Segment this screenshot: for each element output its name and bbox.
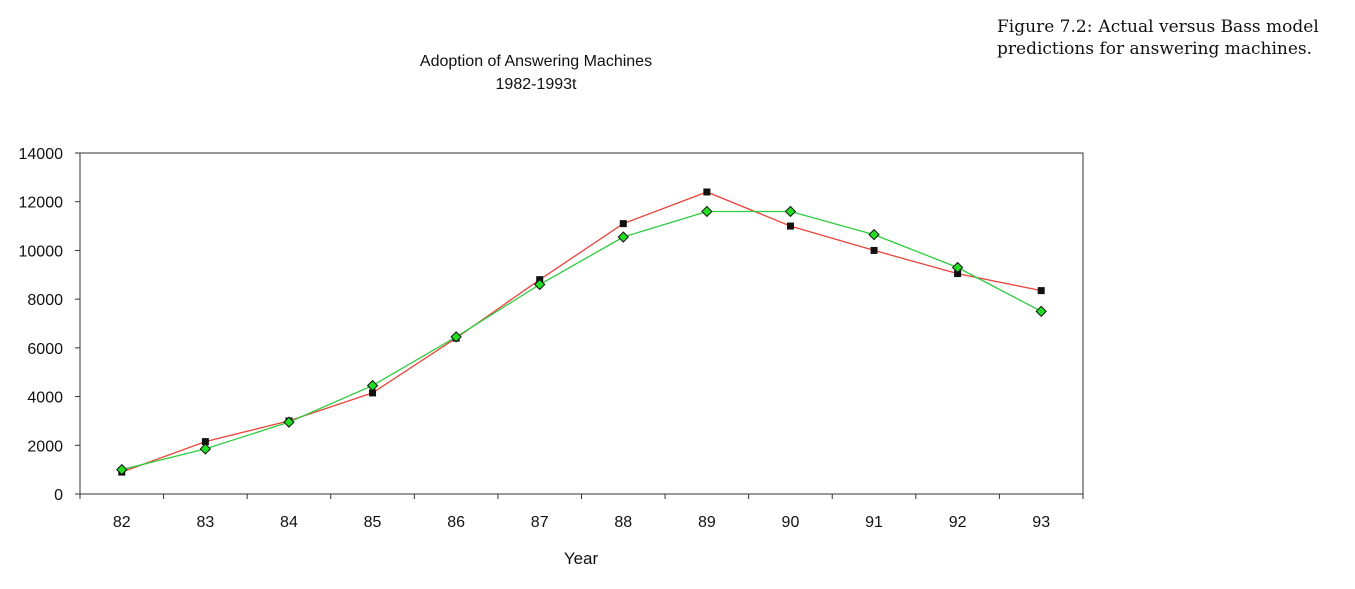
series-2-point xyxy=(450,331,462,343)
series-2-point xyxy=(366,379,379,392)
series-2-point xyxy=(784,205,797,218)
series-1-point xyxy=(619,220,627,228)
x-tick-label: 90 xyxy=(782,514,800,531)
caption-text: Actual versus Bass model predictions for… xyxy=(997,17,1319,59)
x-tick-label: 83 xyxy=(196,514,214,531)
series-1-point xyxy=(870,246,878,254)
x-tick-label: 93 xyxy=(1032,514,1050,531)
series-2-point xyxy=(283,416,295,428)
series-2-point xyxy=(1035,305,1047,318)
series-1-point xyxy=(703,188,711,196)
series-2-point xyxy=(116,463,128,476)
series-2-point xyxy=(701,205,713,218)
chart-title: Adoption of Answering Machines xyxy=(419,53,653,70)
y-tick-label: 6000 xyxy=(27,341,63,358)
x-axis: 82 83 84 85 86 87 88 89 90 91 92 93 xyxy=(79,494,1084,531)
plot-frame xyxy=(79,152,1084,495)
x-tick-label: 85 xyxy=(364,514,382,531)
x-tick-label: 92 xyxy=(949,514,967,531)
figure-caption: Figure 7.2: Actual versus Bass model pred… xyxy=(997,16,1347,60)
y-tick-label: 4000 xyxy=(27,390,63,407)
series-2-point xyxy=(199,443,212,455)
series-2-point xyxy=(617,231,629,243)
series-2-line xyxy=(121,210,1042,471)
series-1-line xyxy=(121,191,1042,473)
series-1-point xyxy=(954,270,962,278)
series-1-point xyxy=(1037,287,1045,295)
series-layer xyxy=(116,188,1047,476)
series-2-point xyxy=(868,228,880,241)
y-axis: 0 2000 4000 6000 8000 10000 12000 14000 xyxy=(19,146,80,504)
series-2 xyxy=(116,205,1047,476)
caption-label: Figure 7.2: xyxy=(997,17,1093,37)
x-tick-label: 84 xyxy=(280,514,298,531)
x-tick-label: 86 xyxy=(447,514,465,531)
x-tick-label: 87 xyxy=(531,514,549,531)
x-axis-title: Year xyxy=(564,549,599,568)
y-tick-label: 2000 xyxy=(27,438,63,455)
x-tick-label: 89 xyxy=(698,514,716,531)
x-tick-label: 88 xyxy=(614,514,632,531)
series-2-point xyxy=(951,261,964,274)
x-tick-label: 91 xyxy=(865,514,883,531)
y-tick-label: 0 xyxy=(54,487,63,504)
y-tick-label: 8000 xyxy=(27,292,63,309)
series-1-point xyxy=(369,389,377,397)
y-tick-label: 14000 xyxy=(19,146,64,163)
y-tick-label: 10000 xyxy=(19,243,64,260)
series-1-point xyxy=(201,438,209,446)
chart-title-block: Adoption of Answering Machines 1982-1993… xyxy=(336,50,736,96)
series-2-point xyxy=(534,278,546,291)
series-1-point xyxy=(786,222,794,230)
x-tick-label: 82 xyxy=(113,514,131,531)
y-tick-label: 12000 xyxy=(19,195,64,212)
chart-subtitle: 1982-1993t xyxy=(495,76,577,93)
